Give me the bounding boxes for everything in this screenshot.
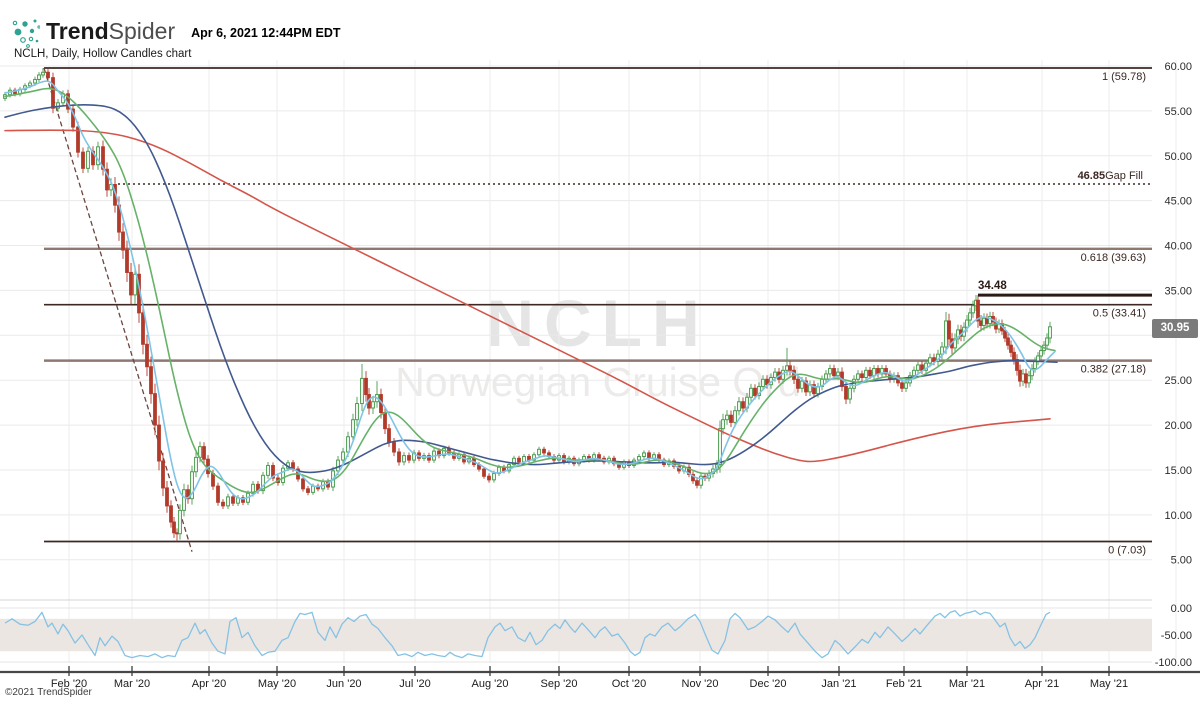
candles-layer	[3, 67, 1052, 542]
svg-text:25.00: 25.00	[1164, 375, 1192, 387]
sma-mid-line	[4, 87, 1056, 494]
svg-text:45.00: 45.00	[1164, 196, 1192, 208]
logo-spider-text: Spider	[108, 17, 176, 44]
watermark-company-name: Norwegian Cruise Ord	[395, 359, 801, 405]
sma-slow-line	[4, 104, 1058, 474]
app-logo: TrendSpider	[46, 18, 175, 45]
x-axis: Feb '20 Mar '20 Apr '20 May '20 Jun '20 Jul '…	[0, 666, 1200, 690]
svg-text:46.85Gap Fill: 46.85Gap Fill	[1078, 170, 1143, 182]
svg-text:Feb '20: Feb '20	[51, 678, 87, 690]
svg-text:Oct '20: Oct '20	[612, 678, 647, 690]
svg-text:-100.00: -100.00	[1155, 657, 1192, 669]
svg-text:Aug '20: Aug '20	[472, 678, 509, 690]
svg-text:55.00: 55.00	[1164, 106, 1192, 118]
header: TrendSpider Apr 6, 2021 12:44PM EDT	[10, 14, 340, 48]
svg-text:Dec '20: Dec '20	[750, 678, 787, 690]
watermark-symbol: NCLH	[486, 286, 710, 360]
svg-text:34.48: 34.48	[978, 280, 1007, 292]
svg-text:Jan '21: Jan '21	[821, 678, 856, 690]
svg-text:50.00: 50.00	[1164, 151, 1192, 163]
oscillator-panel	[0, 610, 1152, 659]
svg-text:40.00: 40.00	[1164, 241, 1192, 253]
svg-text:10.00: 10.00	[1164, 510, 1192, 522]
sma-long-line	[4, 129, 1051, 463]
chart-title: NCLH, Daily, Hollow Candles chart	[14, 48, 192, 60]
svg-text:Jul '20: Jul '20	[399, 678, 430, 690]
svg-text:15.00: 15.00	[1164, 465, 1192, 477]
svg-text:1 (59.78): 1 (59.78)	[1102, 71, 1146, 83]
svg-text:Feb '21: Feb '21	[886, 678, 922, 690]
copyright-notice: ©2021 TrendSpider	[5, 687, 92, 698]
chart-timestamp: Apr 6, 2021 12:44PM EDT	[191, 26, 341, 40]
svg-text:Mar '20: Mar '20	[114, 678, 150, 690]
y-axis-labels: 60.00 55.00 50.00 45.00 40.00 35.00 25.00 20.00…	[1155, 61, 1192, 669]
svg-text:0.618 (39.63): 0.618 (39.63)	[1081, 252, 1146, 264]
fibonacci-levels	[43, 67, 1152, 552]
logo-trend-text: Trend	[46, 17, 109, 44]
svg-text:5.00: 5.00	[1171, 555, 1192, 567]
svg-text:Jun '20: Jun '20	[326, 678, 361, 690]
svg-text:60.00: 60.00	[1164, 61, 1192, 73]
svg-text:May '20: May '20	[258, 678, 296, 690]
svg-text:35.00: 35.00	[1164, 285, 1192, 297]
svg-text:Mar '21: Mar '21	[949, 678, 985, 690]
watermark: NCLH Norwegian Cruise Ord	[320, 290, 876, 405]
svg-text:Nov '20: Nov '20	[682, 678, 719, 690]
fibonacci-labels: 1 (59.78) 0.618 (39.63) 0.5 (33.41) 0.382 (…	[1078, 71, 1146, 557]
svg-text:Apr '21: Apr '21	[1025, 678, 1060, 690]
svg-text:-50.00: -50.00	[1161, 630, 1192, 642]
svg-text:Sep '20: Sep '20	[541, 678, 578, 690]
svg-text:0.5 (33.41): 0.5 (33.41)	[1093, 308, 1146, 320]
high-marker: 34.48	[978, 280, 1152, 297]
svg-text:0.00: 0.00	[1171, 603, 1192, 615]
last-price-tag: 30.95	[1152, 319, 1198, 338]
svg-text:0 (7.03): 0 (7.03)	[1108, 545, 1146, 557]
svg-text:May '21: May '21	[1090, 678, 1128, 690]
sma-fast-line	[4, 80, 1056, 500]
svg-text:0.382 (27.18): 0.382 (27.18)	[1081, 364, 1146, 376]
svg-text:20.00: 20.00	[1164, 420, 1192, 432]
moving-averages-layer	[4, 80, 1058, 500]
svg-text:Apr '20: Apr '20	[192, 678, 227, 690]
trendspider-logo-icon	[12, 19, 40, 48]
